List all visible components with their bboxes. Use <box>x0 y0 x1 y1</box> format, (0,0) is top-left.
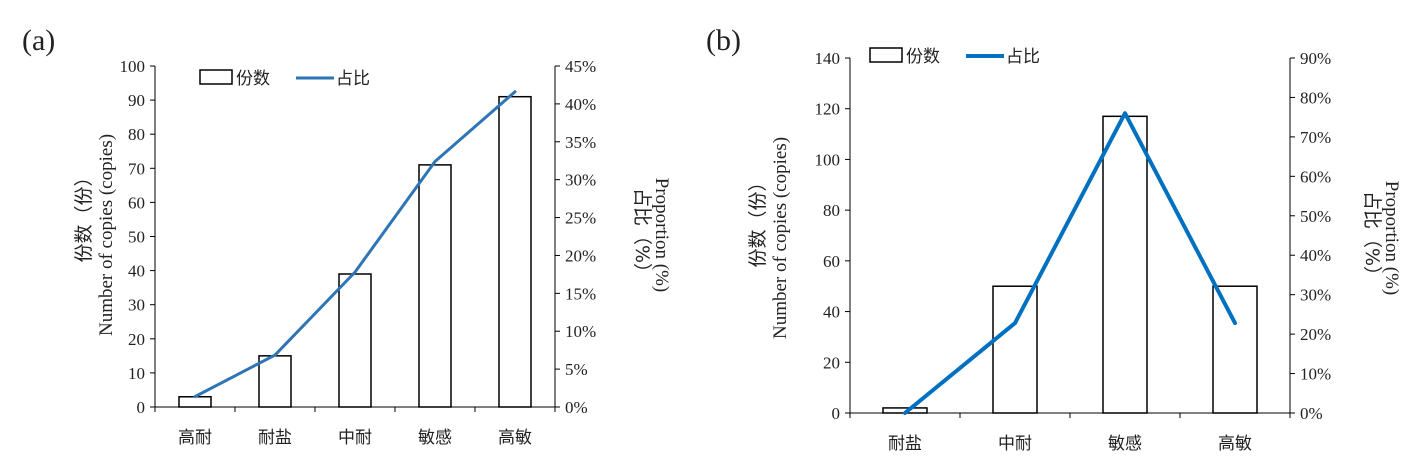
y-tick-label: 10 <box>128 364 145 383</box>
y-tick-label: 20 <box>823 353 840 372</box>
y2-tick-label: 0% <box>1300 404 1323 423</box>
bar <box>1102 115 1148 414</box>
legend-label: 占比 <box>1006 47 1040 67</box>
legend-label: 份数 <box>906 47 940 67</box>
x-tick-label: 高敏 <box>1218 434 1252 454</box>
bar <box>178 396 212 408</box>
x-tick-label: 高敏 <box>498 428 532 448</box>
y2-tick-label: 40% <box>565 95 596 114</box>
legend-label: 份数 <box>236 69 270 89</box>
y-tick-label: 0 <box>137 398 146 417</box>
bar <box>258 355 292 408</box>
y2-tick-label: 60% <box>1300 167 1331 186</box>
y-tick-label: 0 <box>832 404 841 423</box>
y2-tick-label: 35% <box>565 133 596 152</box>
y2-axis-title: Proportion (%) <box>1381 181 1402 296</box>
y-tick-label: 100 <box>815 150 841 169</box>
y-tick-label: 140 <box>815 49 841 68</box>
y-tick-label: 90 <box>128 91 145 110</box>
y2-tick-label: 10% <box>1300 365 1331 384</box>
y2-tick-label: 90% <box>1300 49 1331 68</box>
y-tick-label: 40 <box>823 303 840 322</box>
y2-tick-label: 70% <box>1300 128 1331 147</box>
y-tick-label: 80 <box>823 201 840 220</box>
y2-tick-label: 30% <box>565 171 596 190</box>
proportion-line <box>903 111 1237 415</box>
panel-label: (a) <box>22 24 55 57</box>
y2-tick-label: 50% <box>1300 207 1331 226</box>
x-tick-label: 中耐 <box>998 434 1032 454</box>
legend: 份数 占比 <box>199 69 370 89</box>
x-tick-label: 耐盐 <box>258 428 292 448</box>
y-tick-label: 50 <box>128 228 145 247</box>
y-tick-label: 120 <box>815 100 841 119</box>
y2-tick-label: 40% <box>1300 246 1331 265</box>
y-tick-label: 20 <box>128 330 145 349</box>
x-tick-label: 敏感 <box>418 428 452 448</box>
y-tick-label: 60 <box>128 193 145 212</box>
x-tick-label: 敏感 <box>1108 434 1142 454</box>
y2-axis-title: Proportion (%) <box>651 178 672 293</box>
bar <box>418 164 452 408</box>
y-tick-label: 70 <box>128 159 145 178</box>
y2-tick-label: 25% <box>565 209 596 228</box>
y-tick-label: 40 <box>128 262 145 281</box>
legend: 份数 占比 <box>869 47 1040 67</box>
y-tick-label: 100 <box>120 57 146 76</box>
y2-tick-label: 20% <box>565 246 596 265</box>
x-tick-label: 中耐 <box>338 428 372 448</box>
y-tick-label: 30 <box>128 296 145 315</box>
y-axis-title-cn: 份数（份） <box>747 172 769 267</box>
proportion-line <box>193 90 517 399</box>
y2-tick-label: 5% <box>565 360 588 379</box>
legend-swatch-bar <box>869 47 903 63</box>
x-tick-label: 高耐 <box>178 428 212 448</box>
y2-tick-label: 0% <box>565 398 588 417</box>
chart-panel-b: (b) 份数（份） Number of copies (copies) 占比（%… <box>706 24 1402 454</box>
y-tick-label: 60 <box>823 252 840 271</box>
y2-tick-label: 10% <box>565 322 596 341</box>
y-axis-title-cn: 份数（份） <box>73 167 95 262</box>
y-tick-label: 80 <box>128 125 145 144</box>
bar <box>992 285 1038 414</box>
panel-label: (b) <box>706 24 741 57</box>
x-tick-label: 耐盐 <box>888 434 922 454</box>
y2-axis-title-cn: 占比（%） <box>1361 191 1383 285</box>
bar <box>498 95 532 408</box>
y2-tick-label: 15% <box>565 284 596 303</box>
chart-panel-a: (a) 份数（份） Number of copies (copies) 占比（%… <box>22 24 672 448</box>
y2-axis-title-cn: 占比（%） <box>631 188 653 282</box>
y-axis-title: Number of copies (copies) <box>770 137 791 339</box>
y-axis-title: Number of copies (copies) <box>96 134 117 336</box>
y2-tick-label: 20% <box>1300 325 1331 344</box>
legend-label: 占比 <box>336 69 370 89</box>
y2-tick-label: 30% <box>1300 286 1331 305</box>
bar <box>1212 285 1258 414</box>
y2-tick-label: 45% <box>565 57 596 76</box>
bar <box>338 273 372 408</box>
y2-tick-label: 80% <box>1300 88 1331 107</box>
legend-swatch-bar <box>199 69 233 85</box>
